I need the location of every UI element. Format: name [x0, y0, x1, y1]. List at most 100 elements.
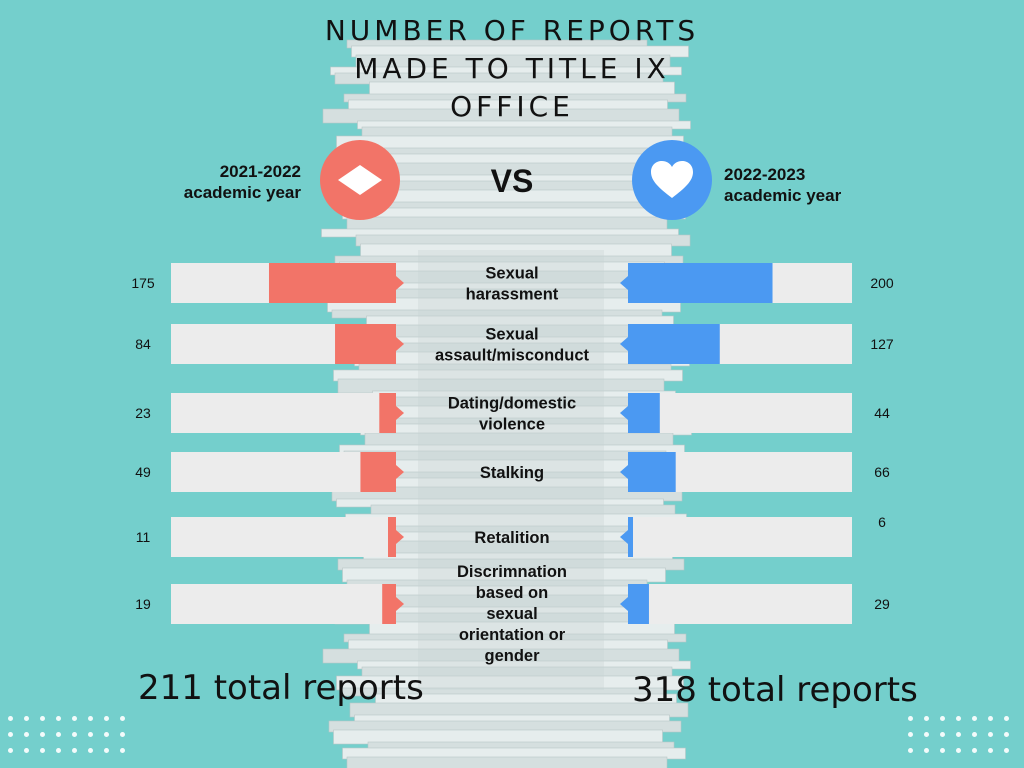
left-value-label: 84: [135, 336, 151, 352]
decorative-dot: [88, 732, 93, 737]
right-bar: [628, 517, 633, 557]
right-bar-pointer: [620, 276, 628, 290]
decorative-dot: [40, 732, 45, 737]
decorative-dot: [8, 716, 13, 721]
right-bar-pointer: [620, 406, 628, 420]
decorative-dot: [88, 748, 93, 753]
category-label: Stalking: [480, 464, 544, 482]
right-bar: [628, 393, 660, 433]
left-bar: [268, 263, 396, 303]
decorative-dot: [956, 748, 961, 753]
decorative-dot: [908, 732, 913, 737]
right-year-label: 2022-2023 academic year: [724, 164, 894, 206]
decorative-dot: [940, 732, 945, 737]
decorative-dot: [972, 716, 977, 721]
category-label-line: Stalking: [480, 464, 544, 482]
category-label-line: sexual: [486, 605, 537, 623]
chart-title: NUMBER OF REPORTS MADE TO TITLE IX OFFIC…: [262, 12, 762, 126]
decorative-dot: [120, 748, 125, 753]
category-label: Discrimnation based on sexual orientation o…: [457, 563, 567, 665]
decorative-dot: [924, 732, 929, 737]
left-bar: [360, 452, 396, 492]
left-bar-track: [171, 584, 396, 624]
category-label-line: assault/misconduct: [435, 347, 590, 365]
right-total: 318 total reports: [632, 670, 918, 710]
decorative-dot: [908, 748, 913, 753]
decorative-dot: [908, 716, 913, 721]
right-value-label: 127: [870, 336, 894, 352]
left-bar-track: [171, 452, 396, 492]
left-bar-pointer: [396, 276, 404, 290]
right-year-caption: academic year: [724, 186, 842, 205]
right-year-badge: [632, 140, 712, 220]
category-label-line: Sexual: [485, 326, 538, 344]
left-bar-pointer: [396, 337, 404, 351]
decorative-dot: [940, 748, 945, 753]
right-year-range: 2022-2023: [724, 165, 806, 184]
category-label-line: Retalition: [474, 529, 549, 547]
decorative-dot: [24, 732, 29, 737]
left-total: 211 total reports: [138, 668, 424, 708]
right-bar-pointer: [620, 337, 628, 351]
right-value-label: 6: [878, 514, 886, 530]
left-bar-pointer: [396, 597, 404, 611]
right-bar: [628, 452, 676, 492]
right-bar: [628, 584, 649, 624]
decorative-dot: [56, 732, 61, 737]
right-bar: [628, 324, 720, 364]
decorative-dot: [940, 716, 945, 721]
decorative-dot: [956, 716, 961, 721]
decorative-dot: [56, 748, 61, 753]
decorative-dot: [120, 716, 125, 721]
decorative-dot: [924, 716, 929, 721]
right-value-label: 200: [870, 275, 894, 291]
left-bar-pointer: [396, 465, 404, 479]
heart-icon: [651, 161, 693, 198]
left-year-caption: academic year: [183, 183, 301, 202]
right-bar-pointer: [620, 530, 628, 544]
decorative-dot: [924, 748, 929, 753]
decorative-dot: [40, 716, 45, 721]
left-bar-track: [171, 517, 396, 557]
left-year-badge: [320, 140, 400, 220]
category-label-line: Sexual: [485, 265, 538, 283]
category-label-line: Discrimnation: [457, 563, 567, 581]
decorative-dot: [988, 732, 993, 737]
paper-sheet: [346, 756, 668, 768]
category-label-line: harassment: [466, 286, 559, 304]
decorative-dot: [72, 732, 77, 737]
category-label-line: violence: [479, 416, 545, 434]
decorative-dot: [24, 716, 29, 721]
title-line-3: OFFICE: [450, 90, 574, 123]
decorative-dot: [988, 716, 993, 721]
decorative-dot: [24, 748, 29, 753]
left-value-label: 175: [131, 275, 155, 291]
decorative-dot: [8, 748, 13, 753]
decorative-dot: [1004, 732, 1009, 737]
left-bar: [382, 584, 396, 624]
category-label: Retalition: [474, 529, 549, 547]
category-label: Dating/domestic violence: [448, 395, 576, 434]
right-value-label: 66: [874, 464, 890, 480]
decorative-dot: [1004, 748, 1009, 753]
decorative-dot: [988, 748, 993, 753]
left-value-label: 23: [135, 405, 151, 421]
decorative-dot: [972, 732, 977, 737]
vs-label: VS: [490, 163, 534, 199]
right-bar-pointer: [620, 465, 628, 479]
left-year-range: 2021-2022: [219, 162, 301, 181]
decorative-dot: [104, 716, 109, 721]
decorative-dot: [56, 716, 61, 721]
left-bar: [388, 517, 396, 557]
category-label: Sexual harassment: [466, 265, 559, 304]
right-bar: [628, 263, 773, 303]
left-value-label: 49: [135, 464, 151, 480]
decorative-dot: [956, 732, 961, 737]
left-year-label: 2021-2022 academic year: [150, 161, 301, 203]
decorative-dot: [8, 732, 13, 737]
decorative-dot: [104, 732, 109, 737]
left-bar: [379, 393, 396, 433]
decorative-dot: [72, 716, 77, 721]
